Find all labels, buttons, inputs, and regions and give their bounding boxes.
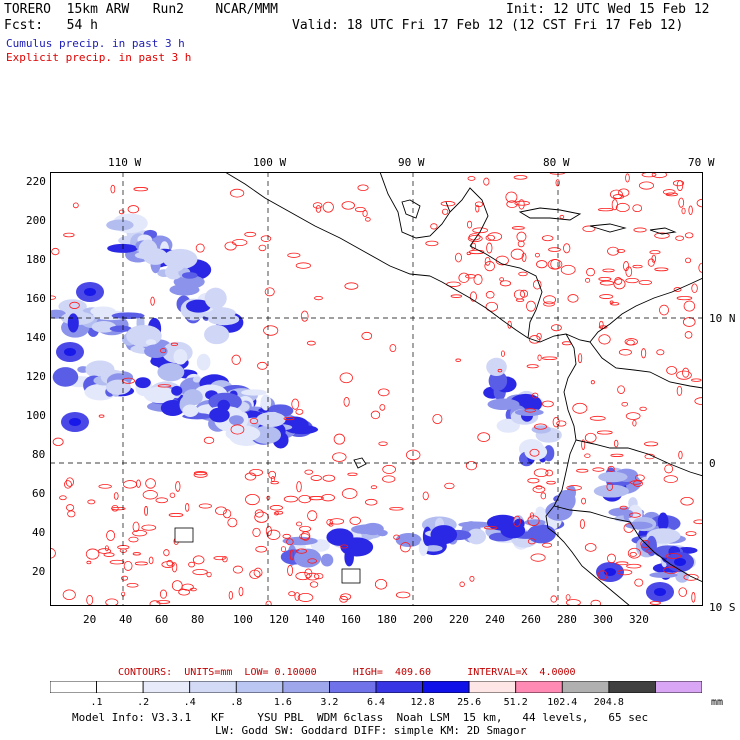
explicit-legend: Explicit precip. in past 3 h xyxy=(6,51,192,64)
x-tick: 100 xyxy=(233,613,253,626)
x-tick: 40 xyxy=(119,613,133,626)
colorbar-label: 25.6 xyxy=(457,697,482,708)
y-tick: 40 xyxy=(32,526,46,539)
valid-time: Valid: 18 UTC Fri 17 Feb 12 (12 CST Fri … xyxy=(292,18,684,33)
x-tick: 180 xyxy=(377,613,397,626)
cumulus-legend: Cumulus precip. in past 3 h xyxy=(6,37,185,50)
y-tick: 20 xyxy=(32,565,46,578)
colorbar-swatch xyxy=(329,681,377,693)
colorbar-label: 102.4 xyxy=(547,697,578,708)
colorbar-swatch xyxy=(468,681,517,693)
x-tick: 220 xyxy=(449,613,469,626)
x-tick: 20 xyxy=(83,613,97,626)
coastlines xyxy=(224,172,703,606)
colorbar-label: 1.6 xyxy=(273,697,292,708)
lon-label: 100 W xyxy=(253,156,287,169)
precip-map xyxy=(50,172,703,606)
y-tick: 60 xyxy=(32,487,46,500)
colorbar-swatch xyxy=(282,681,330,693)
lon-label: 70 W xyxy=(688,156,715,169)
lat-label: 10 S xyxy=(709,601,736,614)
x-tick: 260 xyxy=(521,613,541,626)
y-tick: 100 xyxy=(26,409,46,422)
x-tick: 60 xyxy=(155,613,169,626)
colorbar-swatch xyxy=(235,681,284,693)
cumulus-shading xyxy=(50,213,698,602)
model-physics: LW: Godd SW: Goddard DIFF: simple KM: 2D… xyxy=(215,724,527,737)
colorbar-swatch xyxy=(561,681,610,693)
colorbar-label: 3.2 xyxy=(320,697,339,708)
colorbar-swatch xyxy=(655,681,702,693)
y-tick: 120 xyxy=(26,370,46,383)
x-tick: 300 xyxy=(593,613,613,626)
colorbar-swatch xyxy=(375,681,423,693)
lon-label: 90 W xyxy=(398,156,425,169)
y-tick: 220 xyxy=(26,175,46,188)
contours-info: CONTOURS: UNITS=mm LOW= 0.10000 HIGH= 40… xyxy=(118,667,576,678)
colorbar-swatch xyxy=(142,681,191,693)
colorbar-label: .1 xyxy=(90,697,103,708)
colorbar-swatch xyxy=(608,681,656,693)
x-tick: 280 xyxy=(557,613,577,626)
colorbar-swatch xyxy=(422,681,470,693)
colorbar-label: 51.2 xyxy=(503,697,528,708)
lat-label: 10 N xyxy=(709,312,736,325)
colorbar-swatch xyxy=(189,681,237,693)
init-time: Init: 12 UTC Wed 15 Feb 12 xyxy=(506,2,710,17)
x-tick: 120 xyxy=(269,613,289,626)
x-tick: 80 xyxy=(191,613,205,626)
y-tick: 140 xyxy=(26,331,46,344)
colorbar-swatch xyxy=(96,681,144,693)
explicit-contours xyxy=(50,172,703,606)
colorbar-label: 12.8 xyxy=(410,697,435,708)
colorbar-label: .4 xyxy=(183,697,196,708)
colorbar-swatch xyxy=(50,681,97,693)
lat-label: 0 xyxy=(709,457,716,470)
x-tick: 200 xyxy=(413,613,433,626)
y-tick: 160 xyxy=(26,292,46,305)
lon-label: 110 W xyxy=(108,156,142,169)
colorbar-label: .2 xyxy=(137,697,150,708)
x-tick: 240 xyxy=(485,613,505,626)
colorbar-swatch xyxy=(515,681,563,693)
colorbar-label: 204.8 xyxy=(593,697,624,708)
x-tick: 320 xyxy=(629,613,649,626)
model-info: Model Info: V3.3.1 KF YSU PBL WDM 6class… xyxy=(72,711,649,724)
colorbar-units: mm xyxy=(711,697,724,708)
colorbar-label: .8 xyxy=(230,697,243,708)
grid-lines xyxy=(50,172,703,606)
map-frame xyxy=(50,172,703,606)
x-tick: 140 xyxy=(305,613,325,626)
x-tick: 160 xyxy=(341,613,361,626)
precip-colorbar xyxy=(50,681,702,693)
model-title: TORERO 15km ARW Run2 NCAR/MMM xyxy=(4,2,278,17)
y-tick: 180 xyxy=(26,253,46,266)
location-boxes xyxy=(174,527,361,584)
forecast-hour: Fcst: 54 h xyxy=(4,18,98,33)
y-tick: 80 xyxy=(32,448,46,461)
colorbar-label: 6.4 xyxy=(366,697,386,708)
y-tick: 200 xyxy=(26,214,46,227)
lon-label: 80 W xyxy=(543,156,570,169)
